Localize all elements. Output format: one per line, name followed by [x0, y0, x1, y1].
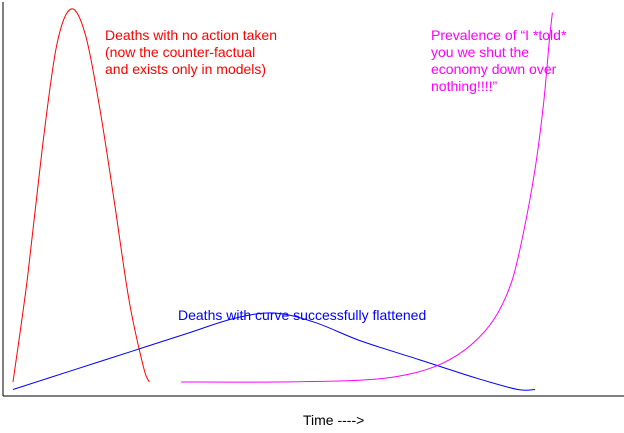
series-line-flattened — [12, 312, 536, 391]
annotation-flattened: Deaths with curve successfully flattened — [178, 307, 427, 323]
x-axis-label: Time ----> — [303, 412, 365, 428]
series-layer — [12, 8, 553, 391]
annotation-no-action: Deaths with no action taken (now the cou… — [105, 27, 277, 77]
series-line-prevalence — [181, 12, 553, 383]
annotation-prevalence: Prevalence of “I *told* you we shut the … — [431, 27, 567, 94]
series-line-no-action — [12, 8, 150, 383]
